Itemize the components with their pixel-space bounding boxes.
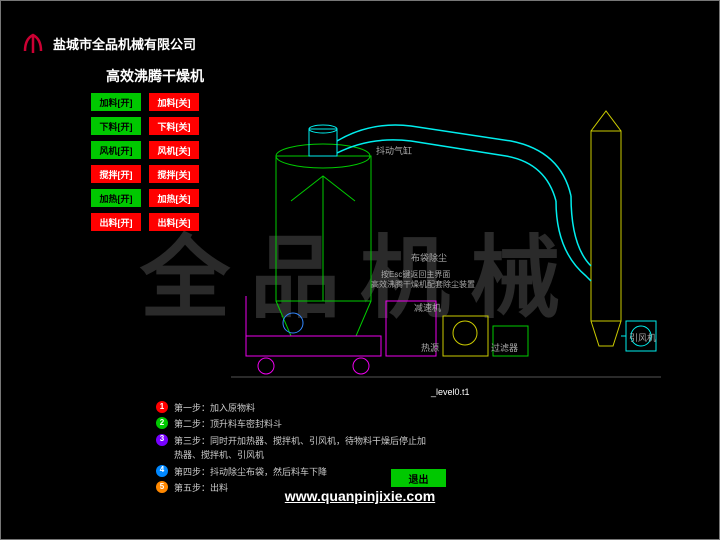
control-button-4[interactable]: 风机[开] bbox=[91, 141, 141, 159]
step-number-badge: 4 bbox=[156, 465, 168, 477]
step-number-badge: 2 bbox=[156, 417, 168, 429]
control-button-11[interactable]: 出料[关] bbox=[149, 213, 199, 231]
control-button-1[interactable]: 加料[关] bbox=[149, 93, 199, 111]
step-text: 第四步：抖动除尘布袋，然后料车下降 bbox=[174, 465, 327, 479]
control-button-2[interactable]: 下料[开] bbox=[91, 117, 141, 135]
label-setval2: 高效沸腾干燥机配套除尘装置 bbox=[371, 279, 475, 290]
label-shake-cylinder: 抖动气缸 bbox=[376, 144, 412, 157]
step-text: 第一步：加入原物料 bbox=[174, 401, 255, 415]
company-name: 盐城市全品机械有限公司 bbox=[53, 34, 196, 53]
step-text: 第二步：顶升料车密封料斗 bbox=[174, 417, 282, 431]
header: 盐城市全品机械有限公司 bbox=[21, 31, 196, 55]
control-button-10[interactable]: 出料[开] bbox=[91, 213, 141, 231]
step-text: 第三步：同时开加热器、搅拌机、引风机，待物料干燥后停止加热器、搅拌机、引风机 bbox=[174, 434, 434, 463]
label-filter: 过滤器 bbox=[491, 341, 518, 354]
website-url: www.quanpinjixie.com bbox=[285, 488, 435, 504]
step-row: 2 第二步：顶升料车密封料斗 bbox=[156, 417, 434, 431]
control-button-3[interactable]: 下料[关] bbox=[149, 117, 199, 135]
control-button-9[interactable]: 加热[关] bbox=[149, 189, 199, 207]
label-reducer: 减速机 bbox=[414, 301, 441, 314]
step-number-badge: 5 bbox=[156, 481, 168, 493]
page-title: 高效沸腾干燥机 bbox=[106, 66, 204, 86]
control-button-7[interactable]: 搅拌[关] bbox=[149, 165, 199, 183]
control-button-8[interactable]: 加热[开] bbox=[91, 189, 141, 207]
step-row: 3 第三步：同时开加热器、搅拌机、引风机，待物料干燥后停止加热器、搅拌机、引风机 bbox=[156, 434, 434, 463]
control-button-0[interactable]: 加料[开] bbox=[91, 93, 141, 111]
label-fan: 引风机 bbox=[629, 331, 656, 344]
label-bag-dust: 布袋除尘 bbox=[411, 251, 447, 264]
label-heater: 热源 bbox=[421, 341, 439, 354]
step-text: 第五步：出料 bbox=[174, 481, 228, 495]
step-number-badge: 1 bbox=[156, 401, 168, 413]
step-number-badge: 3 bbox=[156, 434, 168, 446]
exit-button[interactable]: 退出 bbox=[391, 469, 446, 487]
level-indicator: _level0.t1 bbox=[431, 387, 470, 397]
company-logo-icon bbox=[21, 31, 45, 55]
control-button-5[interactable]: 风机[关] bbox=[149, 141, 199, 159]
control-button-grid: 加料[开] 加料[关] 下料[开] 下料[关] 风机[开] 风机[关] 搅拌[开] 搅拌[关]… bbox=[91, 93, 199, 231]
control-button-6[interactable]: 搅拌[开] bbox=[91, 165, 141, 183]
step-row: 1 第一步：加入原物料 bbox=[156, 401, 434, 415]
equipment-diagram bbox=[231, 101, 661, 381]
